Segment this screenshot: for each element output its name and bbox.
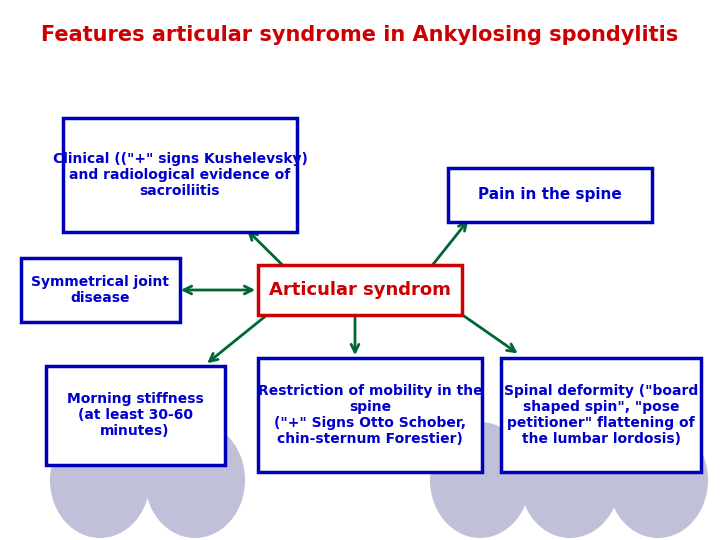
Ellipse shape	[50, 422, 150, 538]
FancyArrowPatch shape	[184, 286, 252, 294]
FancyBboxPatch shape	[448, 168, 652, 222]
FancyBboxPatch shape	[501, 358, 701, 472]
Ellipse shape	[520, 422, 620, 538]
Text: Symmetrical joint
disease: Symmetrical joint disease	[31, 275, 169, 305]
FancyArrowPatch shape	[351, 271, 359, 352]
FancyBboxPatch shape	[45, 366, 225, 464]
Text: Features articular syndrome in Ankylosing spondylitis: Features articular syndrome in Ankylosin…	[41, 25, 679, 45]
Ellipse shape	[145, 422, 245, 538]
Text: Pain in the spine: Pain in the spine	[478, 187, 622, 202]
FancyBboxPatch shape	[63, 118, 297, 232]
FancyBboxPatch shape	[20, 258, 179, 322]
Text: Articular syndrom: Articular syndrom	[269, 281, 451, 299]
Text: Spinal deformity ("board
shaped spin", "pose
petitioner" flattening of
the lumba: Spinal deformity ("board shaped spin", "…	[504, 384, 698, 446]
FancyBboxPatch shape	[258, 265, 462, 315]
Text: Clinical (("+" signs Kushelevsky)
and radiological evidence of
sacroiliitis: Clinical (("+" signs Kushelevsky) and ra…	[53, 152, 307, 198]
FancyArrowPatch shape	[399, 222, 467, 307]
Ellipse shape	[608, 422, 708, 538]
FancyArrowPatch shape	[397, 269, 516, 352]
Text: Restriction of mobility in the
spine
("+" Signs Otto Schober,
chin-sternum Fores: Restriction of mobility in the spine ("+…	[258, 384, 482, 446]
Text: Morning stiffness
(at least 30-60
minutes): Morning stiffness (at least 30-60 minute…	[67, 392, 203, 438]
FancyBboxPatch shape	[258, 358, 482, 472]
Ellipse shape	[430, 422, 530, 538]
FancyArrowPatch shape	[210, 270, 323, 361]
FancyArrowPatch shape	[249, 232, 326, 308]
